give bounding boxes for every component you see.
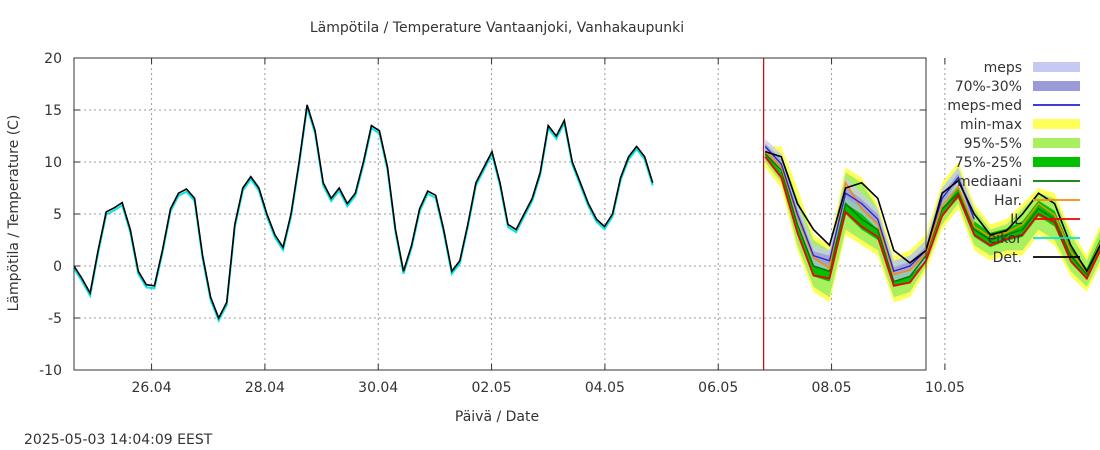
legend-swatch-p95_5 [1033, 138, 1080, 148]
legend-swatch-meps [1033, 62, 1080, 72]
x-axis-label: Päivä / Date [455, 409, 539, 425]
y-tick-label: -5 [48, 311, 62, 327]
legend-label-det: Det. [993, 250, 1022, 266]
x-tick-label: 28.04 [245, 380, 285, 396]
legend-label-p75_25: 75%-25% [955, 155, 1022, 171]
y-tick-label: 5 [53, 207, 62, 223]
x-tick-label: 02.05 [472, 380, 512, 396]
il-line [764, 156, 1100, 287]
y-tick-label: -10 [39, 363, 62, 379]
legend-label-p95_5: 95%-5% [964, 136, 1022, 152]
legend-label-har: Har. [994, 193, 1022, 209]
legend-swatch-meps_70_30 [1033, 81, 1080, 91]
meps-med-line [764, 145, 975, 273]
plot-area: -10 -5 0 5 10 15 20 26.04 28.04 30.04 02.05 04.05 06… [39, 51, 1100, 396]
legend-swatch-p75_25 [1033, 157, 1080, 167]
x-tick-label: 08.05 [812, 380, 852, 396]
x-tick-label: 30.04 [358, 380, 398, 396]
legend-label-min_max: min-max [960, 117, 1022, 133]
det-observed-line [73, 104, 654, 320]
meps-70-30-band [765, 143, 975, 276]
chart-title: Lämpötila / Temperature Vantaanjoki, Van… [310, 20, 684, 36]
y-tick-label: 10 [44, 155, 62, 171]
y-tick-label: 15 [44, 103, 62, 119]
har-line [764, 151, 1100, 276]
legend-label-meps_70_30: 70%-30% [955, 79, 1022, 95]
plot-frame [73, 57, 927, 371]
legend-label-mediaani: mediaani [957, 174, 1022, 190]
legend-swatch-min_max [1033, 119, 1080, 129]
y-tick-label: 0 [53, 259, 62, 275]
x-tick-label: 06.05 [698, 380, 738, 396]
legend: meps 70%-30% meps-med min-max 95%-5% 75%-25% m… [947, 60, 1080, 266]
x-tick-label: 26.04 [132, 380, 172, 396]
x-tick-label: 10.05 [925, 380, 965, 396]
timestamp-label: 2025-05-03 14:04:09 EEST [24, 432, 213, 448]
legend-label-meps_med: meps-med [947, 98, 1022, 114]
y-axis-label: Lämpötila / Temperature (C) [6, 115, 22, 312]
legend-label-meps: meps [984, 60, 1022, 76]
mediaani-line [764, 153, 1100, 283]
legend-label-il: IL [1010, 212, 1022, 228]
det-forecast-line [764, 150, 1100, 273]
legend-label-eikor: eikor [988, 231, 1023, 247]
x-tick-label: 04.05 [585, 380, 625, 396]
y-tick-label: 20 [44, 51, 62, 67]
